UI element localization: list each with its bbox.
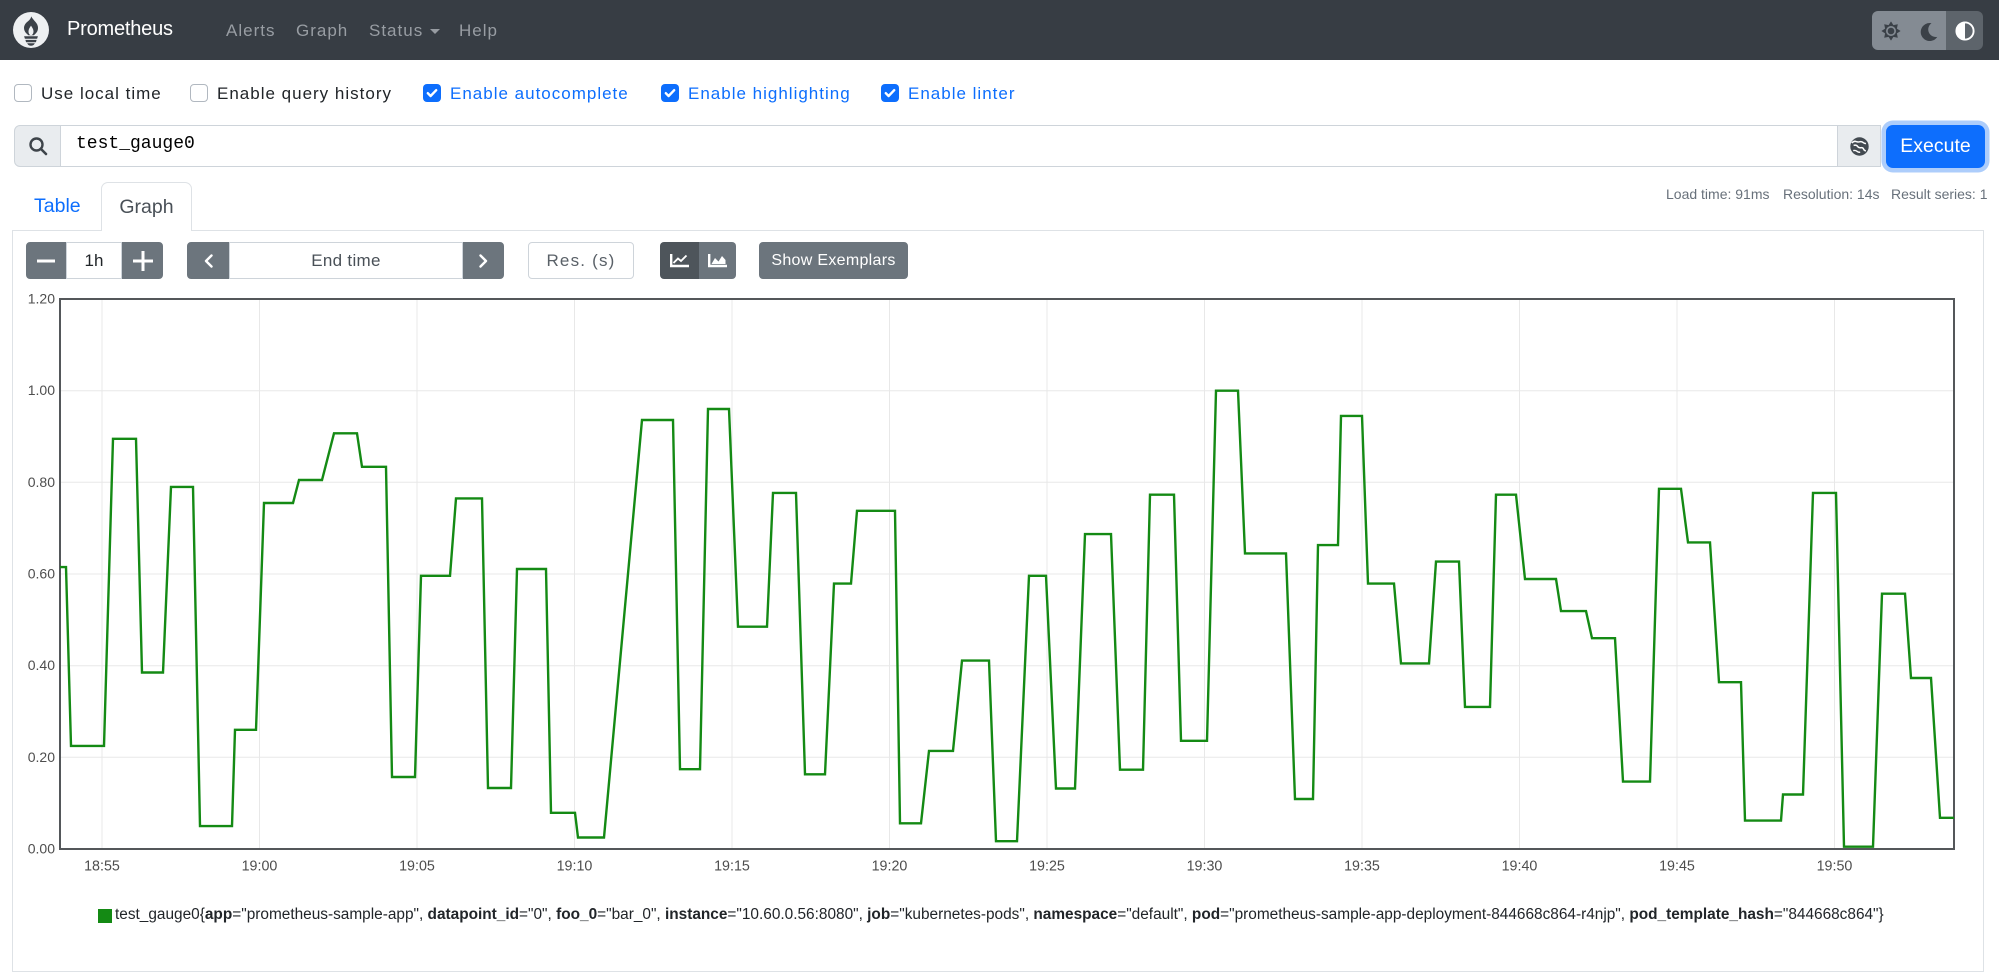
svg-text:1.20: 1.20	[28, 291, 55, 307]
svg-text:0.80: 0.80	[28, 474, 55, 490]
svg-text:0.60: 0.60	[28, 566, 55, 582]
svg-text:19:25: 19:25	[1029, 859, 1065, 875]
svg-text:19:40: 19:40	[1502, 859, 1538, 875]
svg-text:0.00: 0.00	[28, 841, 55, 857]
svg-text:0.40: 0.40	[28, 657, 55, 673]
svg-text:19:35: 19:35	[1344, 859, 1380, 875]
svg-text:19:20: 19:20	[872, 859, 908, 875]
svg-text:19:15: 19:15	[714, 859, 750, 875]
svg-text:19:05: 19:05	[399, 859, 435, 875]
svg-text:0.20: 0.20	[28, 749, 55, 765]
svg-text:19:30: 19:30	[1187, 859, 1223, 875]
svg-text:19:10: 19:10	[557, 859, 593, 875]
svg-text:18:55: 18:55	[84, 859, 120, 875]
svg-text:19:50: 19:50	[1817, 859, 1853, 875]
svg-text:19:45: 19:45	[1659, 859, 1695, 875]
svg-text:1.00: 1.00	[28, 382, 55, 398]
svg-text:19:00: 19:00	[242, 859, 278, 875]
